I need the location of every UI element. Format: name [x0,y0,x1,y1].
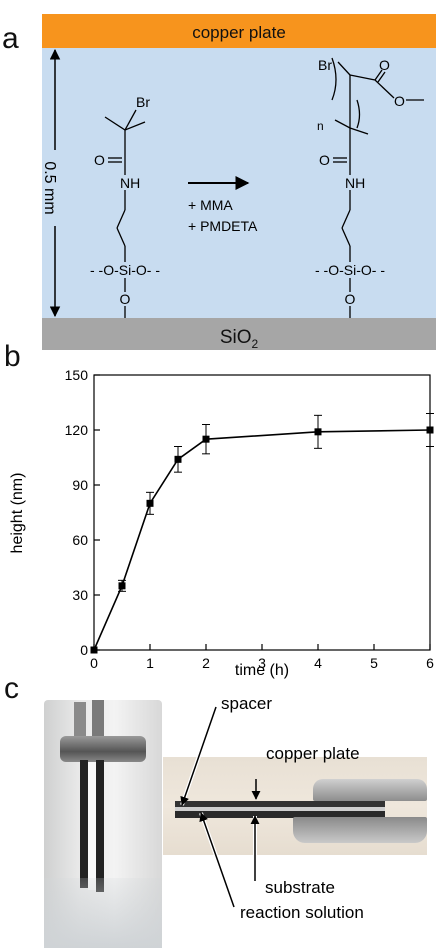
initiator-br: Br [136,94,150,110]
polymer-br: Br [318,57,332,73]
x-tick-label: 4 [314,655,322,671]
polymer-o-bottom: O [345,291,356,307]
panel-c-annotations: spacer copper plate substrate reaction s… [180,694,364,922]
y-tick-label: 0 [80,642,88,658]
initiator-si: - -O-Si-O- - [90,262,160,278]
initiator-molecule [104,109,146,318]
spacer-label: spacer [221,694,272,713]
panel-a-letter: a [2,22,19,55]
sio2-label: SiO2 [220,327,259,350]
y-tick-label: 150 [65,367,89,383]
data-point [426,426,434,434]
data-point [146,499,154,507]
initiator-o: O [94,152,105,168]
y-tick-label: 60 [72,532,88,548]
initiator-o-bottom: O [120,291,131,307]
panel-a-schematic: copper plate SiO2 0.5 mm Br O NH - -O-Si… [41,14,436,350]
copper-plate-photo-label: copper plate [266,744,360,763]
x-tick-label: 2 [202,655,210,671]
x-tick-label: 1 [146,655,154,671]
x-tick-label: 0 [90,655,98,671]
y-tick-label: 120 [65,422,89,438]
grafted-polymer [331,57,424,318]
data-point [202,435,210,443]
x-tick-label: 3 [258,655,266,671]
data-point [118,582,126,590]
plot-frame [93,374,431,651]
x-axis-label: time (h) [235,662,289,679]
polymer-nh: NH [345,175,365,191]
panel-c-letter: c [4,672,19,705]
reagent-mma: + MMA [188,197,233,213]
polymer-ester-o1: O [379,57,390,73]
x-tick-label: 6 [426,655,434,671]
reaction-solution-label: reaction solution [240,903,364,922]
polymer-o: O [319,152,330,168]
copper-plate-label: copper plate [192,23,286,42]
initiator-nh: NH [120,175,140,191]
y-axis-label: height (nm) [9,473,26,554]
data-point [314,428,322,436]
series-line [93,429,431,651]
x-tick-label: 5 [370,655,378,671]
data-point [174,455,182,463]
gap-label: 0.5 mm [41,161,58,214]
sio2-substrate [42,318,436,350]
polymer-n: n [317,119,324,133]
photo-closeup [163,757,427,855]
height-vs-time-chart: 0 1 2 3 4 5 6 0 30 60 90 120 150 time (h) height (n… [9,367,434,679]
panel-b-letter: b [4,340,21,373]
substrate-label: substrate [265,878,335,897]
y-tick-label: 30 [72,587,88,603]
copper-plate [42,14,436,48]
data-point [90,646,98,654]
photo-vial [44,700,162,948]
y-tick-label: 90 [72,477,88,493]
reagent-pmdeta: + PMDETA [188,218,258,234]
polymer-ester-o2: O [394,93,405,109]
polymer-si: - -O-Si-O- - [315,262,385,278]
